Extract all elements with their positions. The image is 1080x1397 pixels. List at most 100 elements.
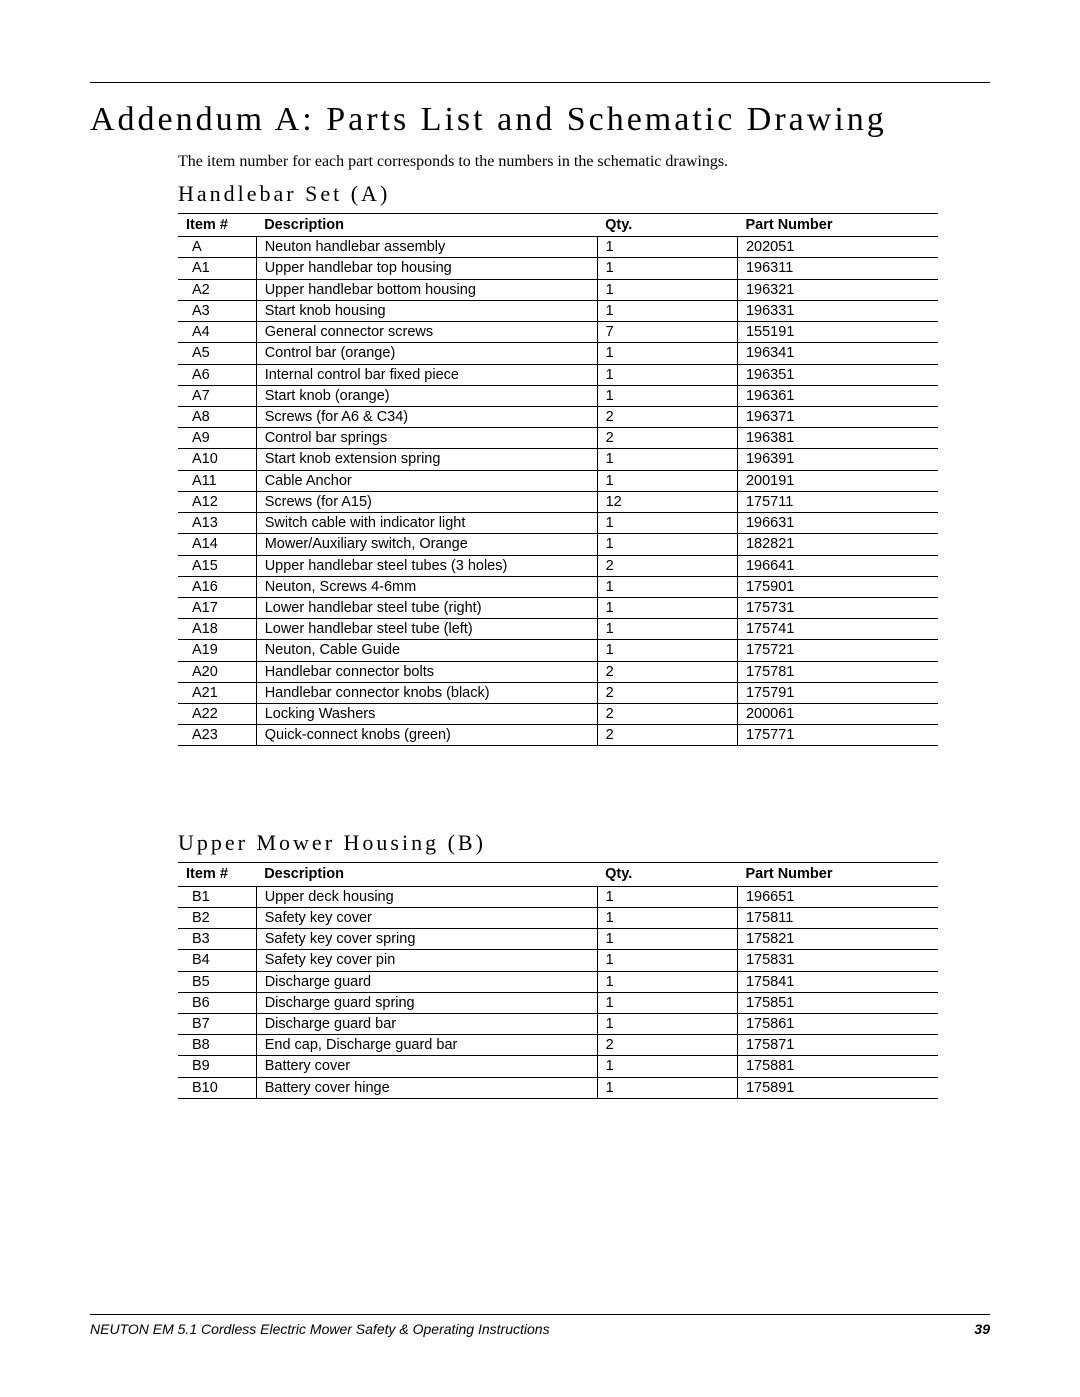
cell-desc: Locking Washers: [256, 704, 597, 725]
cell-part: 200061: [737, 704, 938, 725]
cell-part: 196331: [737, 300, 938, 321]
cell-part: 196351: [737, 364, 938, 385]
cell-desc: Start knob (orange): [256, 385, 597, 406]
cell-qty: 1: [597, 364, 737, 385]
cell-part: 202051: [737, 237, 938, 258]
cell-desc: Internal control bar fixed piece: [256, 364, 597, 385]
cell-desc: Neuton handlebar assembly: [256, 237, 597, 258]
cell-item: B5: [178, 971, 256, 992]
table-row: A6Internal control bar fixed piece119635…: [178, 364, 938, 385]
cell-part: 196631: [737, 513, 938, 534]
table-row: A5Control bar (orange)1196341: [178, 343, 938, 364]
cell-item: A9: [178, 428, 256, 449]
cell-qty: 7: [597, 322, 737, 343]
table-row: B4Safety key cover pin1175831: [178, 950, 938, 971]
cell-qty: 1: [597, 237, 737, 258]
cell-qty: 1: [597, 1014, 737, 1035]
cell-part: 175841: [737, 971, 938, 992]
cell-item: A12: [178, 491, 256, 512]
cell-part: 175711: [737, 491, 938, 512]
cell-part: 175721: [737, 640, 938, 661]
cell-part: 196321: [737, 279, 938, 300]
cell-qty: 2: [597, 682, 737, 703]
cell-item: A21: [178, 682, 256, 703]
cell-qty: 1: [597, 597, 737, 618]
cell-qty: 1: [597, 640, 737, 661]
cell-desc: General connector screws: [256, 322, 597, 343]
table-row: A9Control bar springs2196381: [178, 428, 938, 449]
top-divider: [90, 82, 990, 83]
cell-desc: Safety key cover spring: [256, 929, 597, 950]
cell-desc: Safety key cover: [256, 907, 597, 928]
section-heading-a: Handlebar Set (A): [178, 181, 990, 207]
cell-desc: Quick-connect knobs (green): [256, 725, 597, 746]
cell-qty: 1: [597, 886, 737, 907]
cell-desc: Upper deck housing: [256, 886, 597, 907]
cell-qty: 2: [597, 406, 737, 427]
cell-qty: 1: [597, 971, 737, 992]
cell-qty: 1: [597, 343, 737, 364]
table-row: B2Safety key cover1175811: [178, 907, 938, 928]
cell-desc: Discharge guard spring: [256, 992, 597, 1013]
cell-qty: 1: [597, 1056, 737, 1077]
col-header-qty: Qty.: [597, 863, 737, 886]
cell-desc: Upper handlebar steel tubes (3 holes): [256, 555, 597, 576]
cell-item: B7: [178, 1014, 256, 1035]
cell-qty: 1: [597, 449, 737, 470]
footer-divider: [90, 1314, 990, 1315]
cell-part: 155191: [737, 322, 938, 343]
parts-table-b: Item # Description Qty. Part Number B1Up…: [178, 862, 938, 1098]
table-row: A10Start knob extension spring1196391: [178, 449, 938, 470]
cell-desc: Cable Anchor: [256, 470, 597, 491]
table-row: A13Switch cable with indicator light1196…: [178, 513, 938, 534]
col-header-item: Item #: [178, 214, 256, 237]
table-row: B5Discharge guard1175841: [178, 971, 938, 992]
cell-item: A8: [178, 406, 256, 427]
cell-desc: Discharge guard: [256, 971, 597, 992]
cell-part: 196391: [737, 449, 938, 470]
cell-item: A2: [178, 279, 256, 300]
cell-item: A16: [178, 576, 256, 597]
cell-part: 175821: [737, 929, 938, 950]
cell-part: 196651: [737, 886, 938, 907]
cell-item: A22: [178, 704, 256, 725]
cell-part: 196371: [737, 406, 938, 427]
cell-part: 175891: [737, 1077, 938, 1098]
table-row: A1Upper handlebar top housing1196311: [178, 258, 938, 279]
table-row: A12Screws (for A15)12175711: [178, 491, 938, 512]
cell-qty: 1: [597, 576, 737, 597]
document-page: Addendum A: Parts List and Schematic Dra…: [0, 0, 1080, 1397]
cell-desc: Neuton, Cable Guide: [256, 640, 597, 661]
cell-item: B8: [178, 1035, 256, 1056]
cell-desc: Mower/Auxiliary switch, Orange: [256, 534, 597, 555]
cell-part: 196361: [737, 385, 938, 406]
section-heading-b: Upper Mower Housing (B): [178, 830, 990, 856]
cell-qty: 2: [597, 704, 737, 725]
cell-part: 175791: [737, 682, 938, 703]
cell-part: 196641: [737, 555, 938, 576]
cell-part: 175811: [737, 907, 938, 928]
cell-desc: Control bar (orange): [256, 343, 597, 364]
cell-qty: 1: [597, 929, 737, 950]
cell-item: A14: [178, 534, 256, 555]
cell-item: A: [178, 237, 256, 258]
page-footer: NEUTON EM 5.1 Cordless Electric Mower Sa…: [90, 1314, 990, 1337]
col-header-partnum: Part Number: [737, 214, 938, 237]
cell-qty: 1: [597, 513, 737, 534]
table-row: A22Locking Washers2200061: [178, 704, 938, 725]
cell-item: B4: [178, 950, 256, 971]
col-header-qty: Qty.: [597, 214, 737, 237]
table-row: A14Mower/Auxiliary switch, Orange1182821: [178, 534, 938, 555]
table-row: B3Safety key cover spring1175821: [178, 929, 938, 950]
table-row: B1Upper deck housing1196651: [178, 886, 938, 907]
cell-part: 175731: [737, 597, 938, 618]
table-row: A18Lower handlebar steel tube (left)1175…: [178, 619, 938, 640]
col-header-description: Description: [256, 214, 597, 237]
col-header-item: Item #: [178, 863, 256, 886]
cell-item: A6: [178, 364, 256, 385]
cell-part: 200191: [737, 470, 938, 491]
cell-item: A3: [178, 300, 256, 321]
table-row: A11Cable Anchor1200191: [178, 470, 938, 491]
cell-desc: Control bar springs: [256, 428, 597, 449]
cell-part: 196311: [737, 258, 938, 279]
